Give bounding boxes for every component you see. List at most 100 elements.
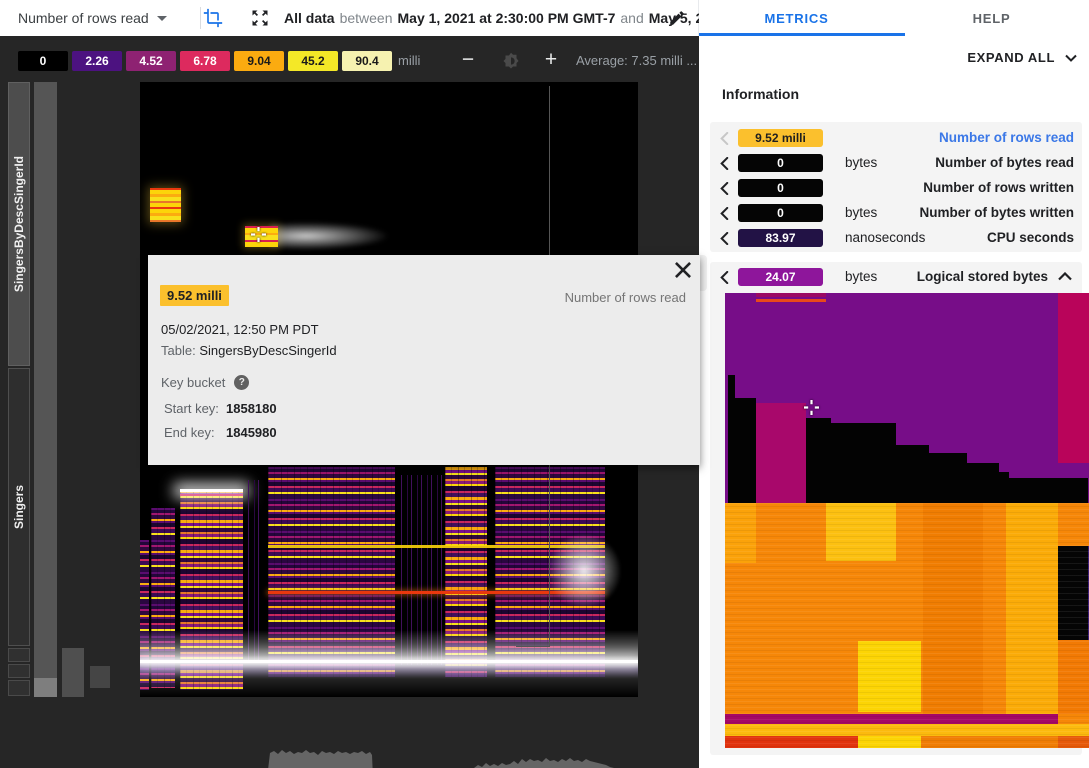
zoom-out-button[interactable]: −	[455, 44, 481, 76]
metric-label[interactable]: CPU seconds	[987, 230, 1074, 245]
tooltip-key-bucket-row: Key bucket ?	[161, 375, 249, 390]
crosshair-cursor-icon	[804, 400, 819, 415]
metric-value-badge: 24.07	[738, 268, 823, 286]
start-key-value: 1858180	[226, 401, 277, 416]
tooltip-value-badge: 9.52 milli	[160, 285, 229, 306]
legend-unit-label: milli	[398, 53, 420, 68]
metric-label[interactable]: Logical stored bytes	[917, 269, 1048, 284]
tab-metrics[interactable]: METRICS	[699, 0, 894, 36]
brightness-icon[interactable]	[500, 50, 522, 72]
close-icon[interactable]	[674, 261, 692, 279]
cell-detail-tooltip: 9.52 milli Number of rows read 05/02/202…	[148, 255, 700, 465]
end-key-value: 1845980	[226, 425, 277, 440]
crosshair-cursor-icon	[251, 227, 266, 242]
metric-value-badge: 0	[738, 204, 823, 222]
legend-chip-1[interactable]: 2.26	[72, 51, 122, 71]
metric-row: 83.97 nanoseconds CPU seconds	[710, 226, 1082, 251]
legend-chip-3[interactable]: 6.78	[180, 51, 230, 71]
legend-chip-5[interactable]: 45.2	[288, 51, 338, 71]
keyrange-density-bar-tip	[34, 678, 57, 697]
metric-row: 0 Number of rows written	[710, 176, 1082, 201]
heatmap-hotspot[interactable]	[150, 188, 181, 222]
chevron-left-icon[interactable]	[719, 132, 729, 145]
tab-help[interactable]: HELP	[894, 0, 1089, 36]
metric-row: 0 bytes Number of bytes written	[710, 201, 1082, 226]
information-card: 9.52 milli Number of rows read 0 bytes N…	[710, 122, 1082, 252]
time-range-summary: All data between May 1, 2021 at 2:30:00 …	[284, 0, 703, 36]
heatmap-pink-line	[180, 494, 243, 496]
chevron-down-icon	[157, 16, 167, 21]
thumb-black-step	[728, 375, 735, 503]
keyrange-density-bar	[34, 82, 57, 678]
key-bucket-label: Key bucket	[161, 375, 225, 390]
metric-value-badge: 0	[738, 179, 823, 197]
keyrange-segment[interactable]	[8, 648, 30, 662]
chevron-up-icon[interactable]	[1058, 272, 1072, 281]
zoom-in-button[interactable]: +	[538, 44, 564, 76]
heatmap-bottom-glow-band	[140, 630, 638, 697]
chevron-left-icon[interactable]	[719, 232, 729, 245]
metric-row: 9.52 milli Number of rows read	[710, 126, 1082, 151]
time-density-sparkline	[140, 734, 640, 768]
metric-label[interactable]: Number of bytes written	[919, 205, 1074, 220]
chevron-left-icon[interactable]	[719, 182, 729, 195]
table-name-vertical-label: SingersByDescSingerId	[12, 156, 26, 292]
heatmap-highlight-edge	[180, 489, 243, 492]
metric-row: 0 bytes Number of bytes read	[710, 151, 1082, 176]
table-name-vertical-label: Singers	[12, 485, 26, 529]
thumb-black-step	[929, 453, 967, 503]
legend-chip-6[interactable]: 90.4	[342, 51, 392, 71]
scale-bracket-tick	[516, 646, 550, 647]
expand-all-label: EXPAND ALL	[967, 50, 1055, 65]
tooltip-table-label: Table:	[161, 343, 196, 358]
expand-all-button[interactable]: EXPAND ALL	[967, 50, 1077, 65]
active-tab-underline	[699, 33, 905, 36]
thumb-black-step	[806, 418, 831, 503]
tooltip-timestamp: 05/02/2021, 12:50 PM PDT	[161, 322, 319, 337]
tooltip-table-line: Table: SingersByDescSingerId	[161, 343, 337, 358]
keyrange-segment[interactable]	[8, 680, 30, 696]
keyrange-segment[interactable]	[8, 664, 30, 678]
metric-unit: nanoseconds	[845, 230, 925, 245]
thumb-stripe-texture	[725, 503, 1089, 748]
metric-value-badge: 83.97	[738, 229, 823, 247]
help-icon[interactable]: ?	[234, 375, 249, 390]
toolbar: Number of rows read All data between May…	[0, 0, 699, 36]
crop-icon[interactable]	[203, 8, 223, 28]
heatmap-white-line	[140, 660, 638, 663]
thumb-black-step	[735, 398, 756, 503]
range-start: May 1, 2021 at 2:30:00 PM GMT-7	[398, 10, 616, 26]
edit-pencil-icon[interactable]	[668, 9, 686, 27]
metric-label[interactable]: Number of rows read	[939, 130, 1074, 145]
metric-label[interactable]: Number of rows written	[923, 180, 1074, 195]
keyrange-bar-index-table[interactable]: SingersByDescSingerId	[8, 82, 30, 366]
legend-chip-0[interactable]: 0	[18, 51, 68, 71]
tooltip-end-key-row: End key:1845980	[164, 425, 277, 440]
tooltip-metric-name: Number of rows read	[565, 290, 686, 305]
thumbnail-heatmap[interactable]	[725, 293, 1089, 748]
range-prefix: All data	[284, 10, 335, 26]
tooltip-table-value: SingersByDescSingerId	[199, 343, 336, 358]
heatmap-glow	[545, 532, 623, 610]
card-handle	[699, 255, 707, 291]
keyrange-subrange-box[interactable]	[62, 648, 84, 697]
legend-chip-4[interactable]: 9.04	[234, 51, 284, 71]
chevron-left-icon[interactable]	[719, 157, 729, 170]
heatmap-glow	[270, 222, 390, 250]
legend-chip-2[interactable]: 4.52	[126, 51, 176, 71]
metric-unit: bytes	[845, 155, 877, 170]
metric-label[interactable]: Number of bytes read	[935, 155, 1074, 170]
metric-unit: bytes	[845, 269, 877, 284]
metrics-panel: METRICS HELP EXPAND ALL Information 9.52…	[699, 0, 1089, 768]
start-key-label: Start key:	[164, 401, 226, 416]
zoom-out-map-icon[interactable]	[250, 8, 270, 28]
logical-stored-bytes-card: 24.07 bytes Logical stored bytes	[710, 262, 1082, 755]
chevron-left-icon[interactable]	[719, 207, 729, 220]
chevron-left-icon[interactable]	[719, 271, 729, 284]
keyrange-subrange-box[interactable]	[90, 666, 110, 688]
keyrange-bar-base-table[interactable]: Singers	[8, 368, 30, 646]
metric-dropdown[interactable]: Number of rows read	[18, 0, 167, 36]
range-between: between	[340, 10, 393, 26]
thumb-red-line	[756, 299, 826, 302]
average-value-label: Average: 7.35 milli ...	[576, 53, 697, 68]
